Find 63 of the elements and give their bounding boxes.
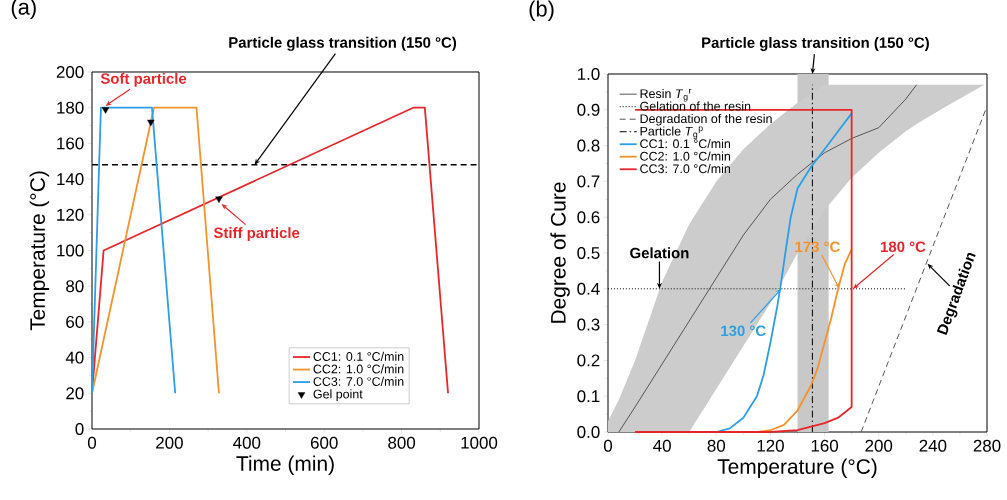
x-tick-label: 1000 xyxy=(461,436,498,449)
y-tick-label: 0.5 xyxy=(577,247,600,259)
x-tick-label: 0 xyxy=(87,436,97,449)
point xyxy=(147,119,155,127)
annotation: Soft particle xyxy=(100,72,187,87)
x-tick-label: 200 xyxy=(156,436,183,449)
legend-label: CC3: 7.0 °C/min xyxy=(640,163,730,174)
x-tick-label: 40 xyxy=(653,439,671,452)
y-axis-title: Degree of Cure xyxy=(550,182,570,323)
annotation: 180 °C xyxy=(881,241,926,253)
y-tick-label: 0.6 xyxy=(577,211,600,224)
legend-label: Gel point xyxy=(313,389,363,401)
x-tick-label: 0 xyxy=(603,439,613,452)
annotation: Gelation xyxy=(630,247,689,259)
annotation: 173 °C xyxy=(795,241,840,253)
x-tick-label: 160 xyxy=(811,439,839,452)
annotation: Stiff particle xyxy=(213,227,300,242)
y-tick-label: 0 xyxy=(75,423,84,435)
y-axis-title: Temperature (°C) xyxy=(29,171,50,331)
y-tick-label: 0.0 xyxy=(577,426,600,438)
point xyxy=(101,107,110,114)
legend-label: CC2: 1.0 °C/min xyxy=(313,364,404,374)
x-tick-label: 120 xyxy=(757,439,784,452)
x-axis-title: Temperature (°C) xyxy=(717,458,877,479)
y-tick-label: 200 xyxy=(56,66,84,78)
legend-label: CC3: 7.0 °C/min xyxy=(313,376,404,386)
legend-label: CC2: 1.0 °C/min xyxy=(640,151,730,161)
annotation: 130 °C xyxy=(721,325,766,337)
legend-label: CC1: 0.1 °C/min xyxy=(640,138,730,149)
y-tick-label: 0.4 xyxy=(577,282,600,295)
x-tick-label: 800 xyxy=(388,436,416,449)
x-tick-label: 600 xyxy=(310,436,338,449)
y-tick-label: 0.1 xyxy=(577,390,600,403)
y-tick-label: 100 xyxy=(57,244,84,257)
legend-label: Gelation of the resin xyxy=(640,101,751,111)
y-tick-label: 0.8 xyxy=(577,139,600,152)
annotation: Particle glass transition (150 °C) xyxy=(702,37,929,51)
y-tick-label: 180 xyxy=(57,101,84,114)
y-tick-label: 60 xyxy=(66,315,84,328)
legend-label: Particle T$_{g}$p xyxy=(640,126,703,140)
x-tick-label: 80 xyxy=(707,439,726,452)
x-tick-label: 400 xyxy=(233,436,261,449)
y-tick-label: 0.3 xyxy=(577,318,600,331)
x-axis-title: Time (min) xyxy=(236,455,334,476)
y-tick-label: 80 xyxy=(66,280,84,293)
y-tick-label: 0.7 xyxy=(577,175,600,188)
legend-label: CC1: 0.1 °C/min xyxy=(313,351,404,361)
legend-label: Degradation of the resin xyxy=(640,113,772,126)
x-tick-label: 280 xyxy=(973,439,1001,452)
chart-title: (b) xyxy=(529,0,554,21)
y-tick-label: 120 xyxy=(57,208,84,221)
y-tick-label: 140 xyxy=(57,173,84,186)
y-tick-label: 0.2 xyxy=(577,354,600,367)
x-tick-label: 240 xyxy=(919,439,947,452)
y-tick-label: 160 xyxy=(57,137,84,150)
annotation: Particle glass transition (150 °C) xyxy=(229,36,457,51)
y-tick-label: 0.9 xyxy=(577,103,600,116)
y-tick-label: 40 xyxy=(65,351,84,364)
x-tick-label: 200 xyxy=(865,439,893,452)
legend-label: Resin T$_{g}$r xyxy=(640,88,692,102)
y-tick-label: 20 xyxy=(66,387,84,400)
point xyxy=(215,196,223,203)
y-tick-label: 1.0 xyxy=(577,68,600,80)
